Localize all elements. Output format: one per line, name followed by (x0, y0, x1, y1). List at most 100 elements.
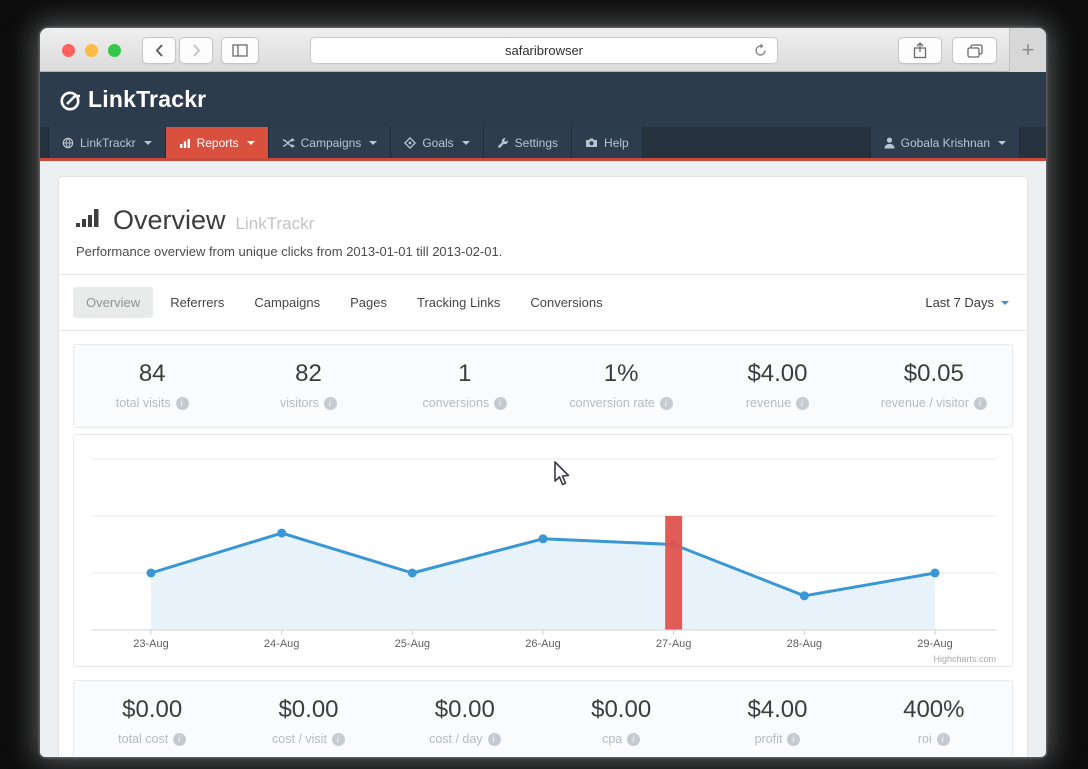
tab-overview-icon (966, 43, 983, 58)
x-axis-label: 27-Aug (656, 638, 691, 650)
tab-pages[interactable]: Pages (350, 295, 388, 310)
chevron-down-icon (998, 140, 1006, 145)
info-icon[interactable]: i (936, 732, 950, 746)
stat-roi: 400% roi i (856, 681, 1012, 757)
stat-value: 400% (903, 696, 965, 723)
stat-label: roi (917, 732, 932, 746)
nav-item-settings[interactable]: Settings (483, 127, 573, 158)
close-window-button[interactable] (62, 44, 75, 57)
page-title: Overview (113, 205, 226, 235)
user-menu[interactable]: Gobala Krishnan (869, 127, 1020, 158)
info-icon[interactable]: i (787, 732, 801, 746)
chevron-left-icon (155, 44, 163, 57)
app-logo[interactable]: LinkTrackr (59, 86, 206, 113)
minimize-window-button[interactable] (85, 44, 98, 57)
chevron-down-icon (1001, 300, 1009, 305)
report-tabs: Overview Referrers Campaigns Pages Track… (59, 275, 1027, 331)
info-icon[interactable]: i (494, 396, 508, 410)
stat-value: $4.00 (747, 360, 808, 387)
area-fill (151, 533, 935, 630)
stats-row-bottom: $0.00 total cost i $0.00 cost / visit i $0.00 c… (73, 680, 1013, 757)
data-point-23-Aug[interactable] (146, 568, 156, 578)
nav-item-reports[interactable]: Reports (165, 127, 269, 158)
nav-item-help[interactable]: Help (572, 127, 643, 158)
chevron-right-icon (192, 44, 200, 57)
stat-profit: $4.00 profit i (699, 681, 855, 757)
stat-label: conversion rate (569, 396, 655, 410)
stat-revenue-visitor: $0.05 revenue / visitor i (856, 345, 1012, 427)
stat-value: 1% (603, 360, 639, 387)
browser-window: safaribrowser + LinkTrackr LinkTrackr (40, 28, 1046, 757)
stat-cost-day: $0.00 cost / day i (387, 681, 543, 757)
page-content: Overview LinkTrackr Performance overview… (40, 161, 1046, 757)
nav-item-label: Campaigns (300, 135, 362, 150)
date-range-label: Last 7 Days (925, 295, 994, 310)
share-button[interactable] (898, 37, 942, 64)
page-subtitle: Performance overview from unique clicks … (76, 244, 503, 259)
stat-total-visits: 84 total visits i (74, 345, 230, 427)
data-point-28-Aug[interactable] (799, 591, 809, 601)
nav-item-goals[interactable]: Goals (391, 127, 484, 158)
tab-overview-button[interactable] (952, 37, 997, 64)
forward-button[interactable] (179, 37, 213, 64)
stat-conversion-rate: 1% conversion rate i (543, 345, 699, 427)
info-icon[interactable]: i (331, 732, 345, 746)
chevron-down-icon (369, 140, 378, 145)
page-heading: Overview LinkTrackr Performance overview… (59, 177, 1027, 275)
nav-item-label: Goals (422, 135, 454, 150)
page-title-suffix: LinkTrackr (235, 214, 315, 233)
linktrackr-logo-icon (60, 91, 80, 110)
date-range-selector[interactable]: Last 7 Days (925, 295, 1013, 310)
sidebar-toggle-button[interactable] (221, 37, 259, 64)
info-icon[interactable]: i (323, 396, 337, 410)
data-point-29-Aug[interactable] (930, 568, 940, 578)
highlight-bar-27-Aug[interactable] (665, 516, 683, 630)
nav-item-label: Settings (514, 135, 559, 150)
data-point-25-Aug[interactable] (407, 568, 417, 578)
stat-conversions: 1 conversions i (387, 345, 543, 427)
shuffle-icon (282, 137, 295, 148)
info-icon[interactable]: i (796, 396, 810, 410)
nav-item-label: Reports (196, 135, 239, 150)
traffic-lights (62, 44, 121, 57)
stat-cost-visit: $0.00 cost / visit i (230, 681, 386, 757)
tab-campaigns[interactable]: Campaigns (254, 295, 321, 310)
x-axis-label: 24-Aug (264, 638, 299, 650)
info-icon[interactable]: i (175, 396, 189, 410)
zoom-window-button[interactable] (108, 44, 121, 57)
info-icon[interactable]: i (173, 732, 187, 746)
visits-area-chart: 23-Aug 24-Aug 25-Aug 26-Aug 27-Aug 28-Aug 29-A… (92, 458, 996, 664)
tab-overview[interactable]: Overview (73, 287, 154, 318)
link-icon (62, 137, 74, 148)
overview-card: Overview LinkTrackr Performance overview… (58, 176, 1028, 757)
info-icon[interactable]: i (487, 732, 501, 746)
back-button[interactable] (142, 37, 176, 64)
info-icon[interactable]: i (973, 396, 987, 410)
bar-chart-icon (179, 138, 190, 148)
x-axis-label: 26-Aug (525, 638, 560, 650)
nav-item-campaigns[interactable]: Campaigns (268, 127, 392, 158)
stat-value: $0.00 (434, 696, 495, 723)
sidebar-icon (232, 44, 248, 57)
x-axis-label: 28-Aug (787, 638, 822, 650)
stat-cpa: $0.00 cpa i (543, 681, 699, 757)
info-icon[interactable]: i (659, 396, 673, 410)
nav-item-linktrackr[interactable]: LinkTrackr (48, 127, 166, 158)
x-axis-label: 29-Aug (917, 638, 952, 650)
reload-icon[interactable] (753, 43, 768, 61)
stat-visitors: 82 visitors i (230, 345, 386, 427)
stat-value: $0.05 (903, 360, 964, 387)
tab-conversions[interactable]: Conversions (530, 295, 603, 310)
address-bar[interactable]: safaribrowser (310, 37, 778, 64)
new-tab-button[interactable]: + (1009, 28, 1046, 72)
x-axis-label: 23-Aug (133, 638, 168, 650)
chart-credits[interactable]: Highcharts.com (933, 654, 996, 664)
data-point-26-Aug[interactable] (538, 534, 548, 544)
chevron-down-icon (461, 140, 470, 145)
tab-referrers[interactable]: Referrers (170, 295, 225, 310)
stat-value: 82 (295, 360, 322, 387)
tab-tracking-links[interactable]: Tracking Links (417, 295, 501, 310)
data-point-24-Aug[interactable] (277, 528, 287, 538)
chevron-down-icon (246, 140, 255, 145)
info-icon[interactable]: i (627, 732, 641, 746)
